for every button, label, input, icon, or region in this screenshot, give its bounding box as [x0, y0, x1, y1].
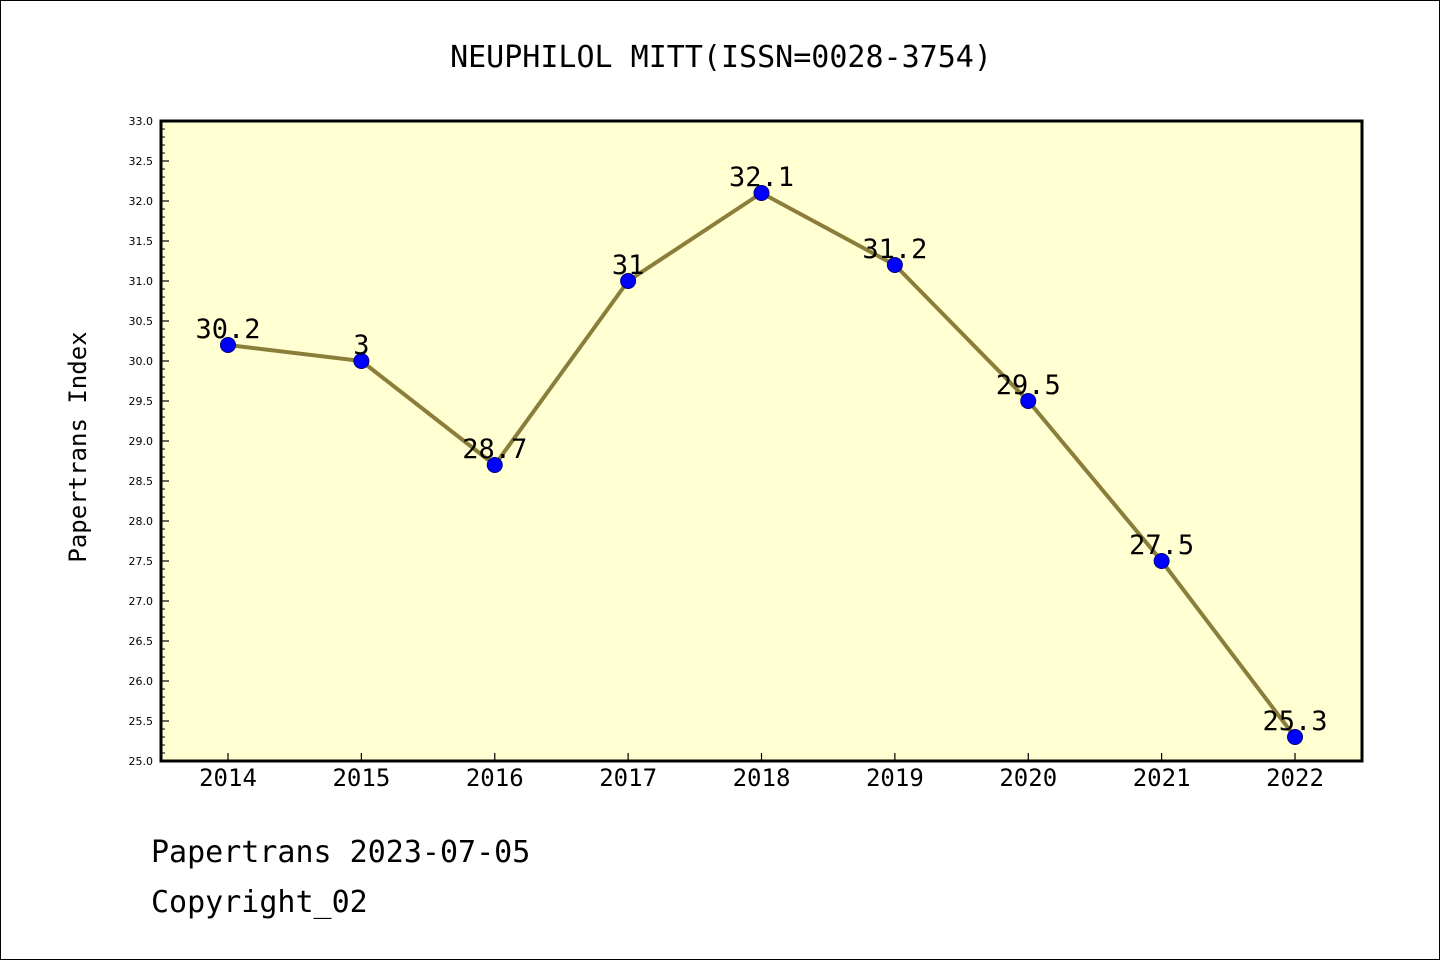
y-tick-label: 32.5 — [129, 155, 154, 168]
y-tick-label: 33.0 — [129, 115, 154, 128]
data-point-marker — [353, 353, 370, 369]
y-tick-label: 32.0 — [129, 195, 154, 208]
data-point-marker — [1287, 729, 1303, 745]
data-label: 3 — [353, 330, 369, 361]
data-labels: 30.2 3 28.7 31 32.1 31.2 29.5 27.5 25.3 — [195, 162, 1327, 737]
x-tick-label: 2014 — [199, 764, 257, 792]
data-label: 31.2 — [862, 234, 927, 265]
y-tick-label: 26.5 — [129, 635, 154, 648]
x-tick-label: 2021 — [1133, 764, 1191, 792]
x-tick-label: 2016 — [466, 764, 524, 792]
plot-area — [161, 121, 1362, 761]
x-tick-label: 2019 — [866, 764, 924, 792]
data-label: 32.1 — [729, 162, 794, 193]
x-tick-label: 2022 — [1266, 764, 1324, 792]
data-point-marker — [886, 257, 903, 273]
data-point-marker — [620, 273, 637, 289]
data-point-marker — [220, 337, 236, 353]
series-group — [220, 185, 1303, 745]
y-tick-label: 26.0 — [129, 675, 154, 688]
data-point-marker — [1153, 553, 1170, 569]
y-tick-label: 28.5 — [129, 475, 154, 488]
data-label: 29.5 — [996, 370, 1061, 401]
y-tick-label: 31.0 — [129, 275, 154, 288]
footer-copyright: Copyright_02 — [151, 885, 368, 920]
data-label: 25.3 — [1262, 706, 1327, 737]
y-tick-label: 29.0 — [129, 435, 154, 448]
y-tick-label: 25.5 — [129, 715, 154, 728]
data-label: 30.2 — [195, 314, 260, 345]
data-label: 28.7 — [462, 434, 527, 465]
y-tick-label: 30.0 — [129, 355, 154, 368]
x-axis-ticks: 2014 2015 2016 2017 2018 2019 2020 2021 2022 — [199, 753, 1324, 792]
data-point-marker — [486, 457, 503, 473]
y-tick-label: 27.5 — [129, 555, 154, 568]
y-tick-label: 29.5 — [129, 395, 154, 408]
y-axis-label: Papertrans Index — [64, 331, 92, 562]
data-label: 31 — [612, 250, 645, 281]
plot-border — [159, 119, 1364, 763]
data-point-marker — [753, 185, 770, 201]
x-tick-label: 2015 — [332, 764, 390, 792]
chart-title: NEUPHILOL MITT(ISSN=0028-3754) — [450, 40, 992, 75]
y-tick-label: 31.5 — [129, 235, 154, 248]
x-tick-label: 2017 — [599, 764, 657, 792]
y-tick-label: 28.0 — [129, 515, 154, 528]
footer-date: Papertrans 2023-07-05 — [151, 835, 531, 870]
data-label: 27.5 — [1129, 530, 1194, 561]
y-tick-label: 25.0 — [129, 755, 154, 768]
y-tick-label: 27.0 — [129, 595, 154, 608]
x-tick-label: 2020 — [999, 764, 1057, 792]
x-tick-label: 2018 — [733, 764, 791, 792]
data-point-marker — [1020, 393, 1037, 409]
y-tick-label: 30.5 — [129, 315, 154, 328]
